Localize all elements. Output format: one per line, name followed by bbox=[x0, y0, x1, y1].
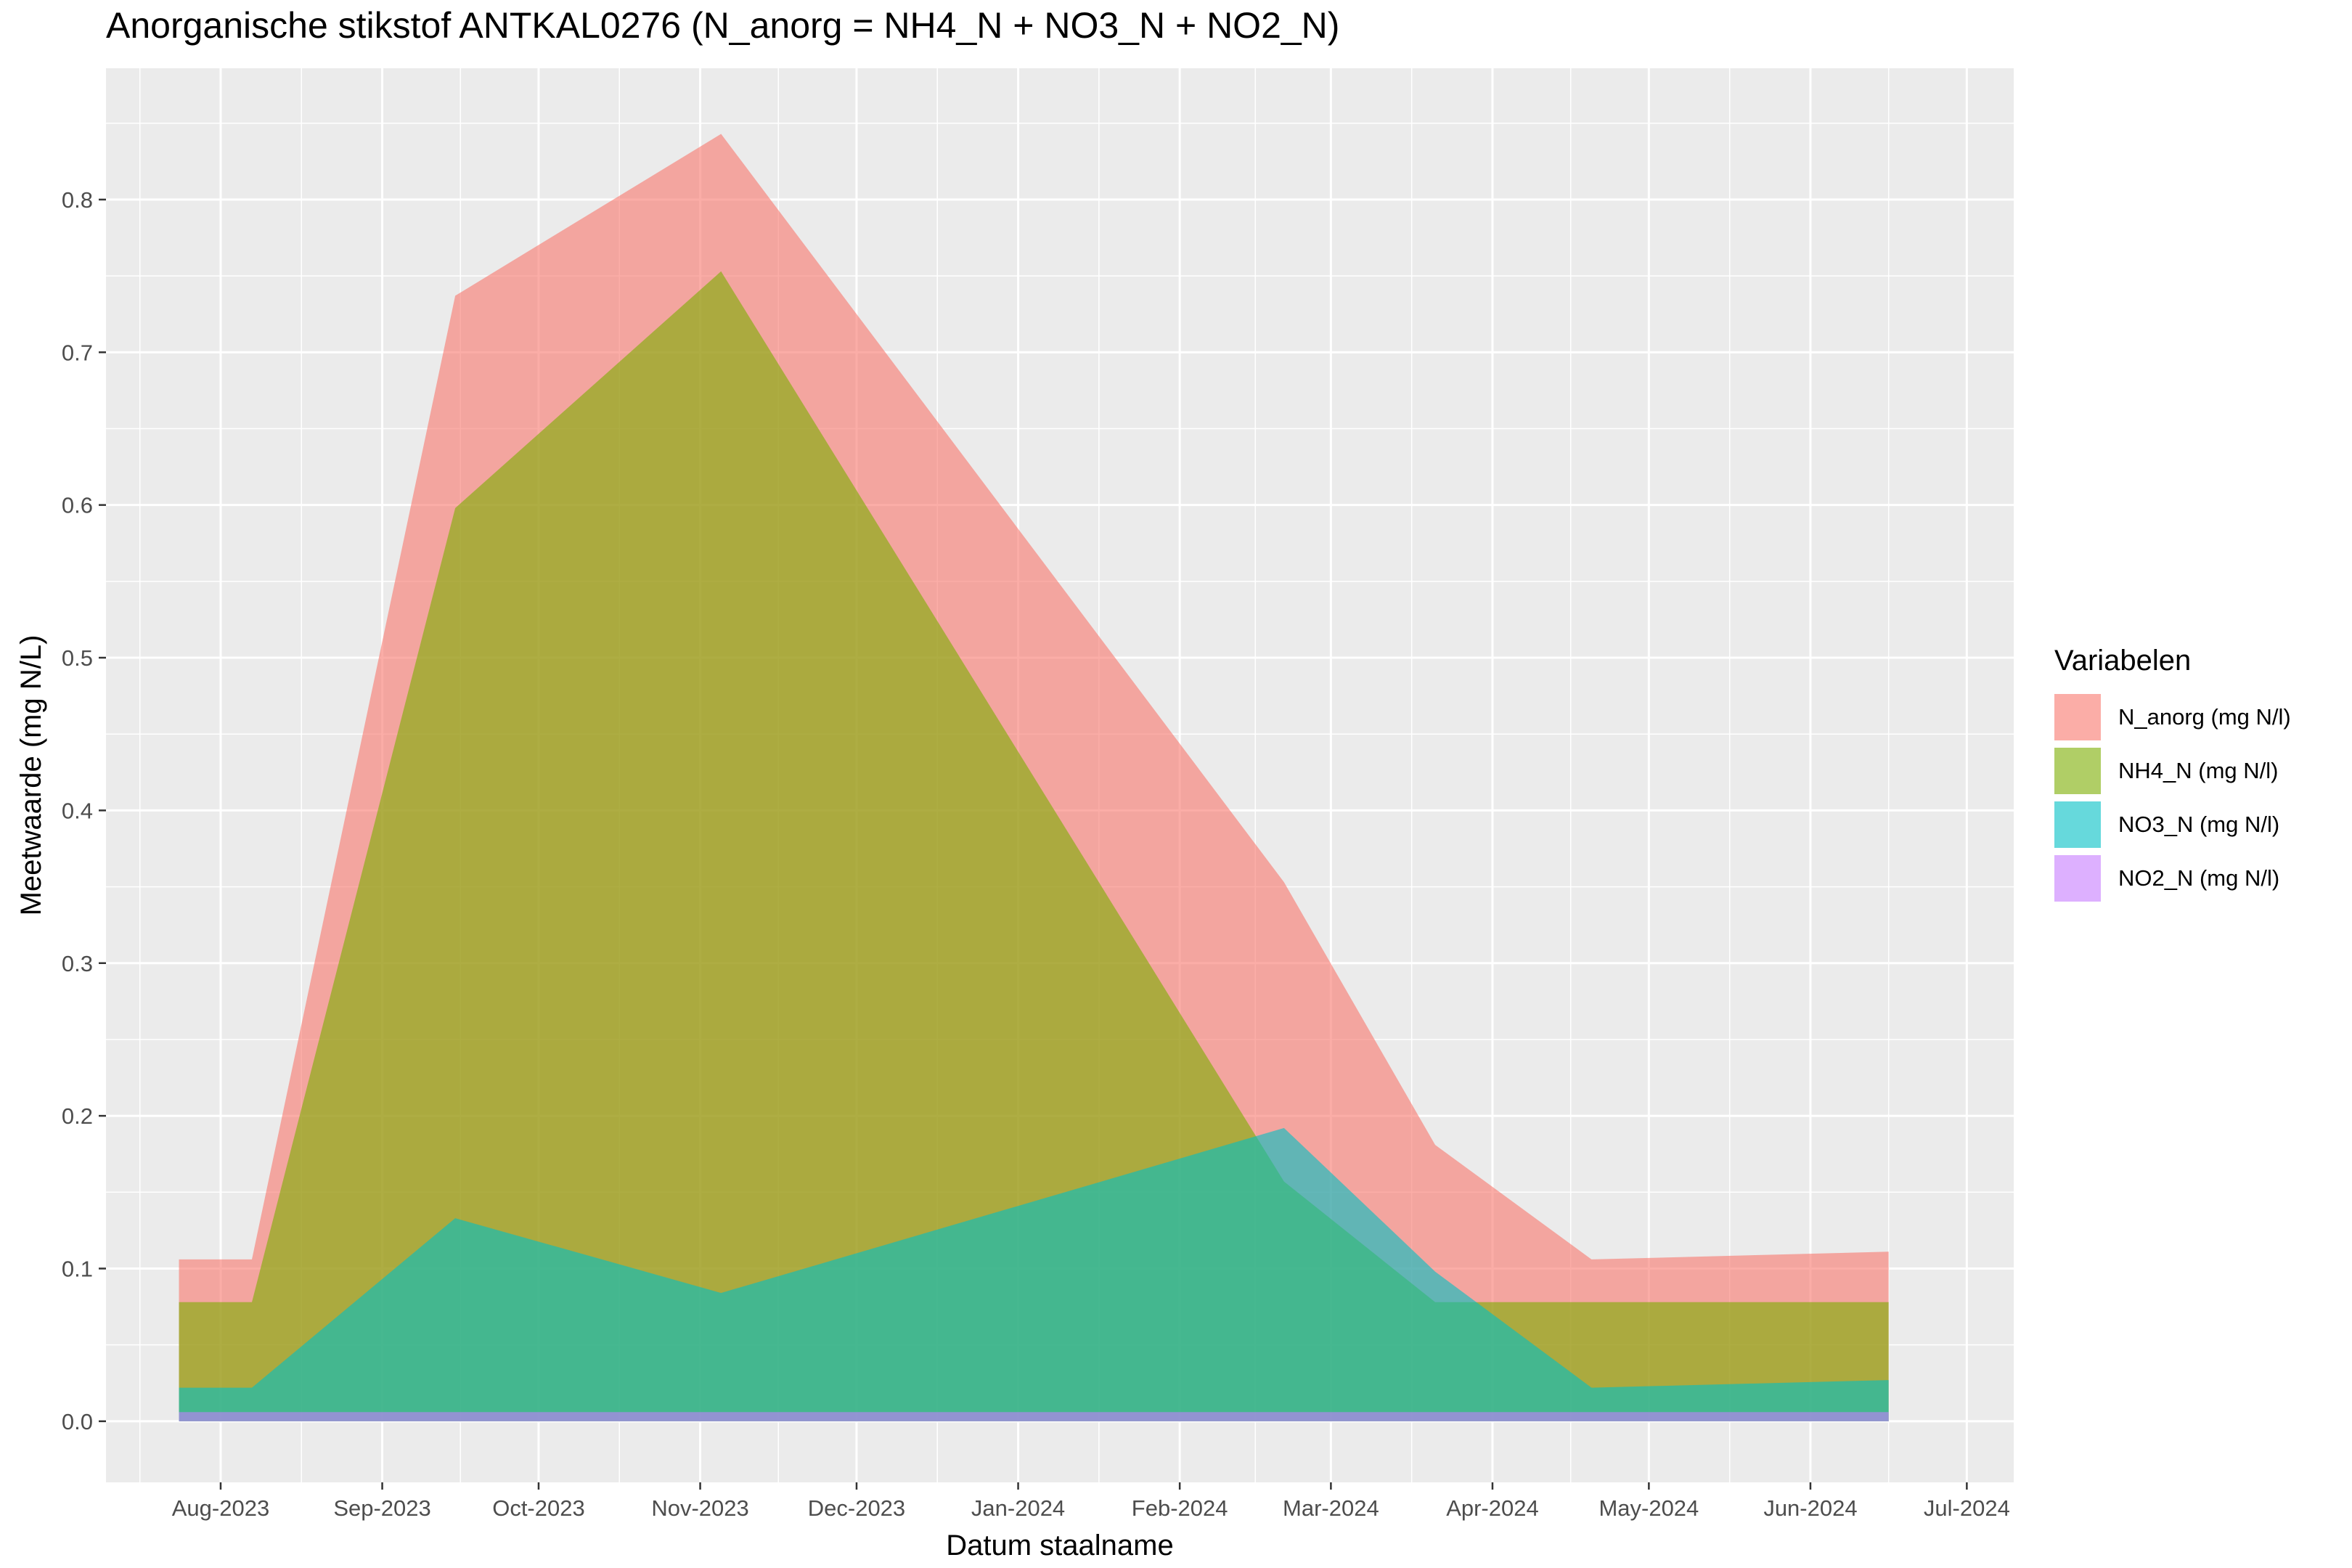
y-tick-label: 0.5 bbox=[62, 645, 93, 671]
x-tick-label: Jun-2024 bbox=[1763, 1495, 1857, 1521]
x-tick-label: Jul-2024 bbox=[1924, 1495, 2010, 1521]
y-tick-label: 0.3 bbox=[62, 951, 93, 976]
legend-label: N_anorg (mg N/l) bbox=[2118, 704, 2291, 730]
x-tick-label: Aug-2023 bbox=[172, 1495, 269, 1521]
legend-item: NH4_N (mg N/l) bbox=[2054, 744, 2291, 798]
area-no2-n bbox=[179, 1412, 1889, 1421]
x-tick-label: Apr-2024 bbox=[1446, 1495, 1539, 1521]
legend: Variabelen N_anorg (mg N/l) NH4_N (mg N/l… bbox=[2054, 645, 2291, 905]
y-tick-label: 0.4 bbox=[62, 798, 93, 823]
legend-label: NO2_N (mg N/l) bbox=[2118, 865, 2280, 891]
legend-label: NH4_N (mg N/l) bbox=[2118, 758, 2279, 783]
y-tick-label: 0.8 bbox=[62, 187, 93, 213]
legend-item: NO3_N (mg N/l) bbox=[2054, 798, 2291, 852]
y-tick-label: 0.6 bbox=[62, 493, 93, 518]
x-tick-label: Feb-2024 bbox=[1132, 1495, 1228, 1521]
x-tick-label: Dec-2023 bbox=[808, 1495, 905, 1521]
x-tick-label: Jan-2024 bbox=[971, 1495, 1065, 1521]
y-tick-label: 0.1 bbox=[62, 1256, 93, 1281]
area-nh4-n bbox=[179, 271, 1889, 1421]
x-tick-label: Nov-2023 bbox=[651, 1495, 748, 1521]
y-tick-label: 0.7 bbox=[62, 340, 93, 365]
legend-key bbox=[2054, 855, 2101, 902]
legend-item: NO2_N (mg N/l) bbox=[2054, 852, 2291, 905]
x-tick-label: Mar-2024 bbox=[1283, 1495, 1379, 1521]
x-axis-title: Datum staalname bbox=[946, 1530, 1173, 1561]
y-axis-title: Meetwaarde (mg N/L) bbox=[15, 635, 47, 916]
x-tick-label: Sep-2023 bbox=[333, 1495, 430, 1521]
legend-key bbox=[2054, 801, 2101, 848]
y-tick-label: 0.2 bbox=[62, 1103, 93, 1129]
x-tick-label: Oct-2023 bbox=[492, 1495, 585, 1521]
area-no3-n bbox=[179, 1127, 1889, 1421]
area-series bbox=[179, 134, 1889, 1421]
legend-title: Variabelen bbox=[2054, 645, 2192, 677]
chart-title: Anorganische stikstof ANTKAL0276 (N_anor… bbox=[106, 5, 1340, 46]
x-tick-label: May-2024 bbox=[1598, 1495, 1699, 1521]
legend-item: N_anorg (mg N/l) bbox=[2054, 690, 2291, 744]
legend-key bbox=[2054, 748, 2101, 794]
y-tick-label: 0.0 bbox=[62, 1409, 93, 1434]
legend-key bbox=[2054, 694, 2101, 740]
axes: Aug-2023 Sep-2023 Oct-2023 Nov-2023 Dec-2023… bbox=[62, 187, 2010, 1521]
legend-label: NO3_N (mg N/l) bbox=[2118, 812, 2280, 837]
